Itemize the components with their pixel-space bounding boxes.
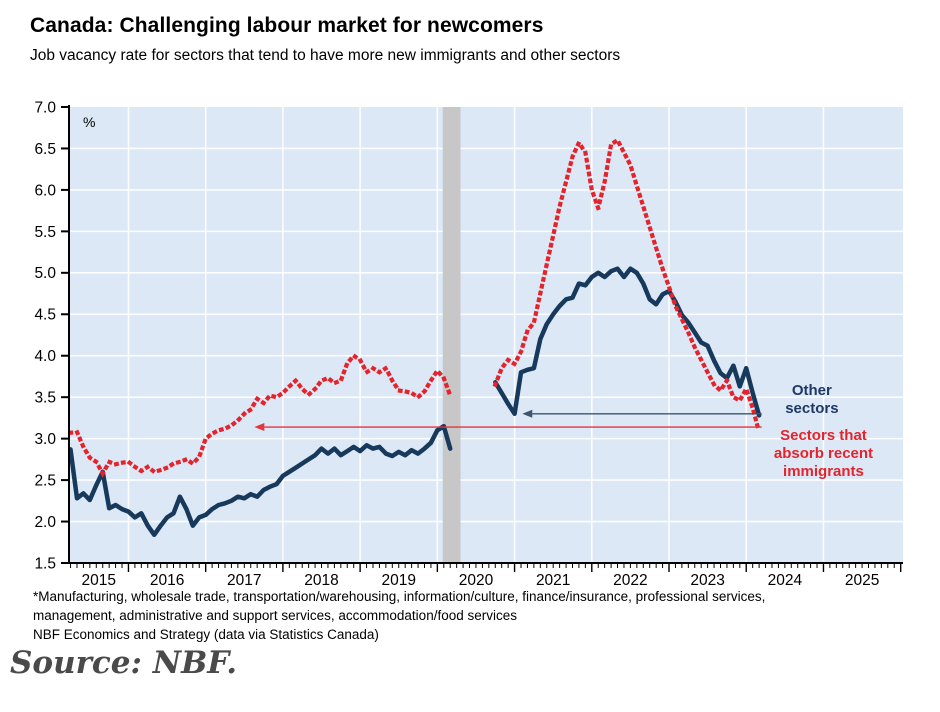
x-year-label: 2021	[536, 572, 570, 589]
y-tick-label: 1.5	[34, 555, 56, 572]
y-tick-label: 5.5	[34, 224, 56, 241]
footnote: *Manufacturing, wholesale trade, transpo…	[33, 587, 765, 644]
x-year-label: 2023	[690, 572, 724, 589]
y-tick-label: 2.5	[34, 473, 56, 490]
covid-gap-band	[442, 107, 461, 563]
x-year-label: 2022	[613, 572, 647, 589]
x-year-label: 2024	[768, 572, 803, 589]
immigrant-sectors-label: Sectors that absorb recent immigrants	[773, 426, 874, 480]
x-year-label: 2025	[845, 572, 879, 589]
other-sectors-label: Other sectors	[785, 381, 839, 417]
plot-background	[69, 107, 903, 563]
y-tick-label: 3.5	[34, 390, 56, 407]
chart-canvas: 1.5 2.0 2.5 3.0 3.5 4.0 4.5 5.0 5.5 6.0 6.5 7.0 2015…	[34, 99, 903, 589]
immigrant-sectors-arrow-head	[254, 423, 265, 432]
y-tick-label: 5.0	[34, 265, 56, 282]
footnote-line-2: management, administrative and support s…	[33, 608, 517, 623]
chart-title: Canada: Challenging labour market for ne…	[30, 14, 544, 37]
source-credit: Source: NBF.	[10, 645, 237, 681]
x-year-label: 2015	[81, 572, 115, 589]
other-sectors-arrow-head	[522, 409, 533, 418]
x-year-label: 2017	[227, 572, 261, 589]
x-year-label: 2016	[150, 572, 184, 589]
y-tick-label: 4.5	[34, 307, 56, 324]
footnote-line-1: *Manufacturing, wholesale trade, transpo…	[33, 589, 766, 604]
y-tick-label: 2.0	[34, 514, 56, 531]
x-year-label: 2018	[304, 572, 338, 589]
chart-figure: 1.5 2.0 2.5 3.0 3.5 4.0 4.5 5.0 5.5 6.0 6.5 7.0 2015…	[34, 99, 903, 589]
y-axis-unit-label: %	[83, 114, 95, 130]
y-tick-label: 4.0	[34, 348, 56, 365]
y-tick-label: 6.0	[34, 182, 56, 199]
other-sectors-line	[68, 266, 762, 538]
y-tick-label: 7.0	[34, 99, 56, 116]
x-year-label: 2019	[381, 572, 415, 589]
y-tick-label: 3.0	[34, 431, 56, 448]
x-year-label: 2020	[459, 572, 494, 589]
immigrant-sectors-line	[68, 137, 762, 478]
y-tick-label: 6.5	[34, 141, 56, 158]
footnote-line-3: NBF Economics and Strategy (data via Sta…	[33, 627, 379, 642]
chart-subtitle: Job vacancy rate for sectors that tend t…	[30, 47, 621, 64]
